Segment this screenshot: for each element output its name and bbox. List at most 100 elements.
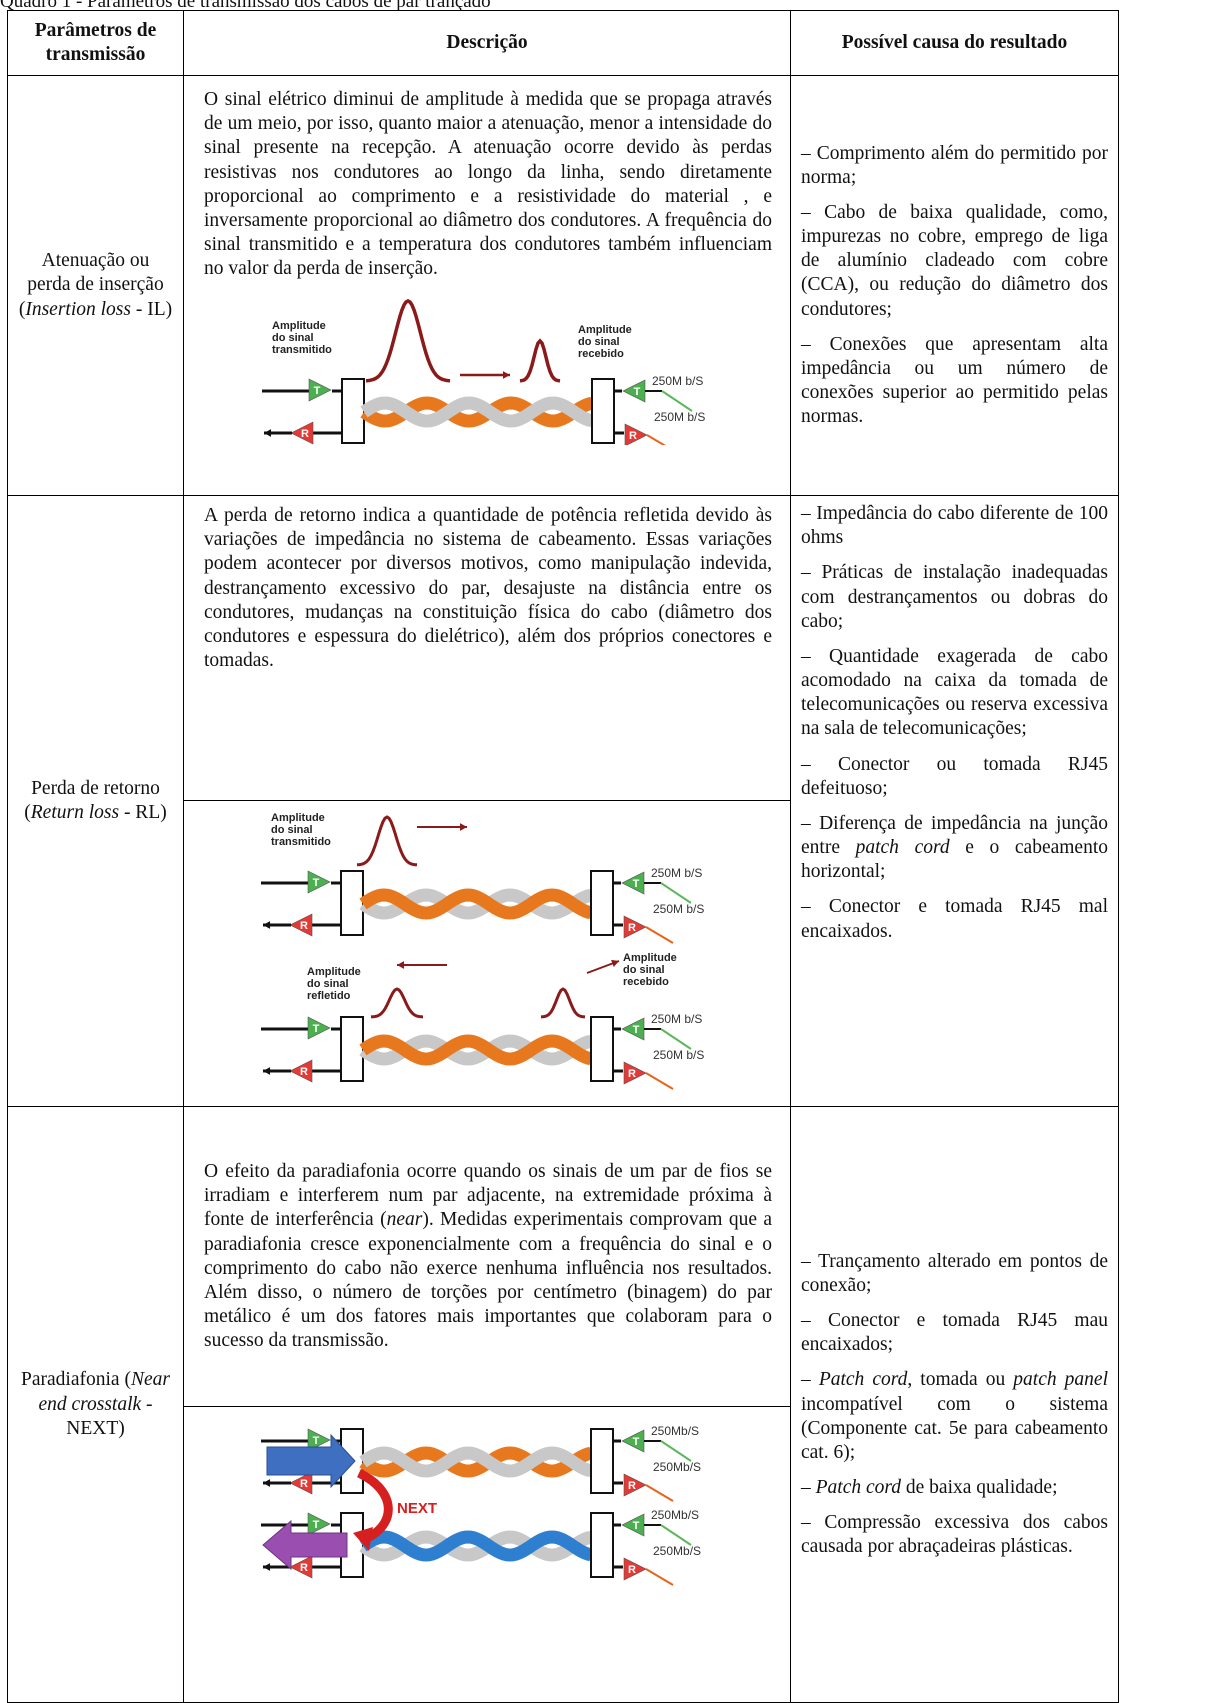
signal-arrow	[266, 1433, 356, 1489]
table-row: Amplitude do sinal transmitido T R T R 250M b/S…	[8, 799, 1119, 1108]
amplifier	[623, 1473, 647, 1497]
arrow-head	[263, 1563, 271, 1572]
description-text: O efeito da paradiafonia ocorre quando o…	[204, 1160, 772, 1353]
wire	[646, 434, 675, 453]
cause-item: – Compressão excessiva dos cabos causada…	[801, 1511, 1108, 1559]
arrow-head	[263, 1479, 271, 1488]
diagram-label: Amplitude	[578, 324, 632, 336]
crosstalk-arrow-head	[353, 1527, 373, 1552]
text-run: ). Medidas experimentais comprovam que a…	[204, 1209, 772, 1352]
rate-label: 250Mb/S	[651, 1508, 699, 1522]
connector	[590, 1428, 614, 1495]
cause-item: – Patch cord de baixa qualidade;	[801, 1476, 1108, 1500]
amplifier	[623, 1061, 647, 1085]
diagram-label: do sinal	[272, 332, 314, 344]
amplifier-label: R	[301, 428, 309, 440]
amplifier-label: T	[313, 1023, 320, 1035]
description-cell: O sinal elétrico diminui de amplitude à …	[183, 75, 791, 496]
italic-term: near	[386, 1209, 423, 1231]
rate-label: 250M b/S	[652, 374, 703, 388]
cable-wire	[359, 1530, 593, 1562]
text-run: – Comprimento além do permitido por norm…	[801, 142, 1108, 188]
parameters-table: Parâmetros de transmissão Descrição Poss…	[7, 10, 1119, 1703]
connector	[590, 1512, 614, 1579]
italic-term: Insertion loss	[25, 298, 131, 320]
amplifier-label: T	[633, 1024, 640, 1036]
amplifier-label: R	[628, 922, 636, 934]
arrow-head	[263, 921, 271, 929]
arrow-head	[263, 1067, 271, 1075]
rate-label: 250Mb/S	[651, 1424, 699, 1438]
amplifier	[307, 1512, 331, 1536]
cause-item: – Conector ou tomada RJ45 defeituoso;	[801, 753, 1108, 801]
text-run: - IL)	[130, 298, 173, 320]
header-cell: Parâmetros de transmissão	[7, 10, 184, 76]
connector	[590, 870, 614, 936]
text-run: Atenuação ou perda de inserção (	[18, 250, 164, 320]
text-run: incompatível com o sistema (Componente c…	[801, 1393, 1108, 1463]
text-run: –	[801, 1477, 816, 1499]
arrow-head	[502, 371, 510, 380]
text-run: – Impedância do cabo diferente de 100 oh…	[801, 503, 1108, 549]
amplifier	[289, 1471, 313, 1495]
cause-item: – Conector e tomada RJ45 mau encaixados;	[801, 1309, 1108, 1357]
signal-pulse	[365, 299, 451, 383]
amplifier-label: R	[628, 1480, 636, 1492]
wire	[660, 1524, 692, 1547]
diagram-label: refletido	[307, 990, 351, 1002]
table-row: Atenuação ou perda de inserção (Insertio…	[7, 75, 1119, 496]
description-text: O sinal elétrico diminui de amplitude à …	[204, 88, 772, 281]
diagram-cell: Amplitude do sinal transmitido T R T R 250M b/S…	[183, 799, 791, 1108]
parameter-cell: Perda de retorno (Return loss - RL)	[7, 494, 184, 1108]
description-text: A perda de retorno indica a quantidade d…	[204, 504, 772, 673]
amplifier	[289, 1555, 313, 1579]
table-row: T R T R 250Mb/S 250Mb/S T R T R 250Mb/S 250Mb/S NEXT	[8, 1406, 1119, 1703]
cable-wire	[360, 396, 594, 428]
cause-item: – Quantidade exagerada de cabo acomodado…	[801, 645, 1108, 742]
text-run: - NEXT)	[66, 1393, 153, 1439]
amplifier-label: T	[313, 877, 320, 889]
amplifier-label: T	[633, 1436, 640, 1448]
diagram-label: do sinal	[578, 336, 620, 348]
cause-item: – Cabo de baixa qualidade, como, impurez…	[801, 201, 1108, 322]
text-run: A perda de retorno indica a quantidade d…	[204, 505, 772, 672]
wire	[660, 1028, 692, 1050]
amplifier-label: R	[628, 1564, 636, 1576]
cable-wire	[359, 888, 593, 920]
italic-term: Patch cord	[815, 1477, 902, 1499]
connector	[340, 1016, 364, 1082]
diagram: T R T R 250Mb/S 250Mb/S T R T R 250Mb/S 250Mb/S NEXT	[261, 1424, 701, 1587]
rate-label: 250M b/S	[654, 410, 705, 424]
text-run: – Quantidade exagerada de cabo acomodado…	[801, 645, 1108, 740]
text-run: O sinal elétrico diminui de amplitude à …	[204, 89, 772, 280]
cause-item: – Conexões que apresentam alta impedânci…	[801, 333, 1108, 430]
cable-wire	[359, 1034, 593, 1066]
connector	[341, 378, 365, 445]
italic-term: patch panel	[1013, 1369, 1108, 1391]
amplifier-label: R	[300, 1562, 308, 1574]
wire	[645, 1484, 674, 1503]
diagram-label: do sinal	[271, 824, 313, 836]
amplifier	[290, 421, 314, 445]
header-row: Parâmetros de transmissão Descrição Poss…	[7, 10, 1119, 76]
amplifier	[623, 915, 647, 939]
text-run: – Conector ou tomada RJ45 defeituoso;	[801, 753, 1108, 799]
text-run: Perda de retorno (	[24, 777, 160, 824]
diagram-label: do sinal	[307, 978, 349, 990]
italic-term: Patch cord	[818, 1369, 908, 1391]
signal-pulse	[540, 987, 586, 1019]
signal-pulse	[519, 338, 561, 384]
amplifier	[289, 1059, 313, 1083]
rate-label: 250M b/S	[651, 1012, 702, 1026]
cable-wire	[359, 1446, 593, 1478]
text-run: – Conector e tomada RJ45 mal encaixados.	[801, 896, 1108, 942]
italic-term: Near end crosstalk	[38, 1369, 170, 1415]
text-run: O efeito da paradiafonia ocorre quando o…	[204, 1160, 772, 1231]
text-run: – Compressão excessiva dos cabos causada…	[801, 1512, 1108, 1558]
amplifier-label: R	[628, 1068, 636, 1080]
text-run: - RL)	[119, 802, 167, 824]
amplifier-label: T	[633, 878, 640, 890]
connector	[340, 870, 364, 936]
rate-label: 250M b/S	[653, 902, 704, 916]
